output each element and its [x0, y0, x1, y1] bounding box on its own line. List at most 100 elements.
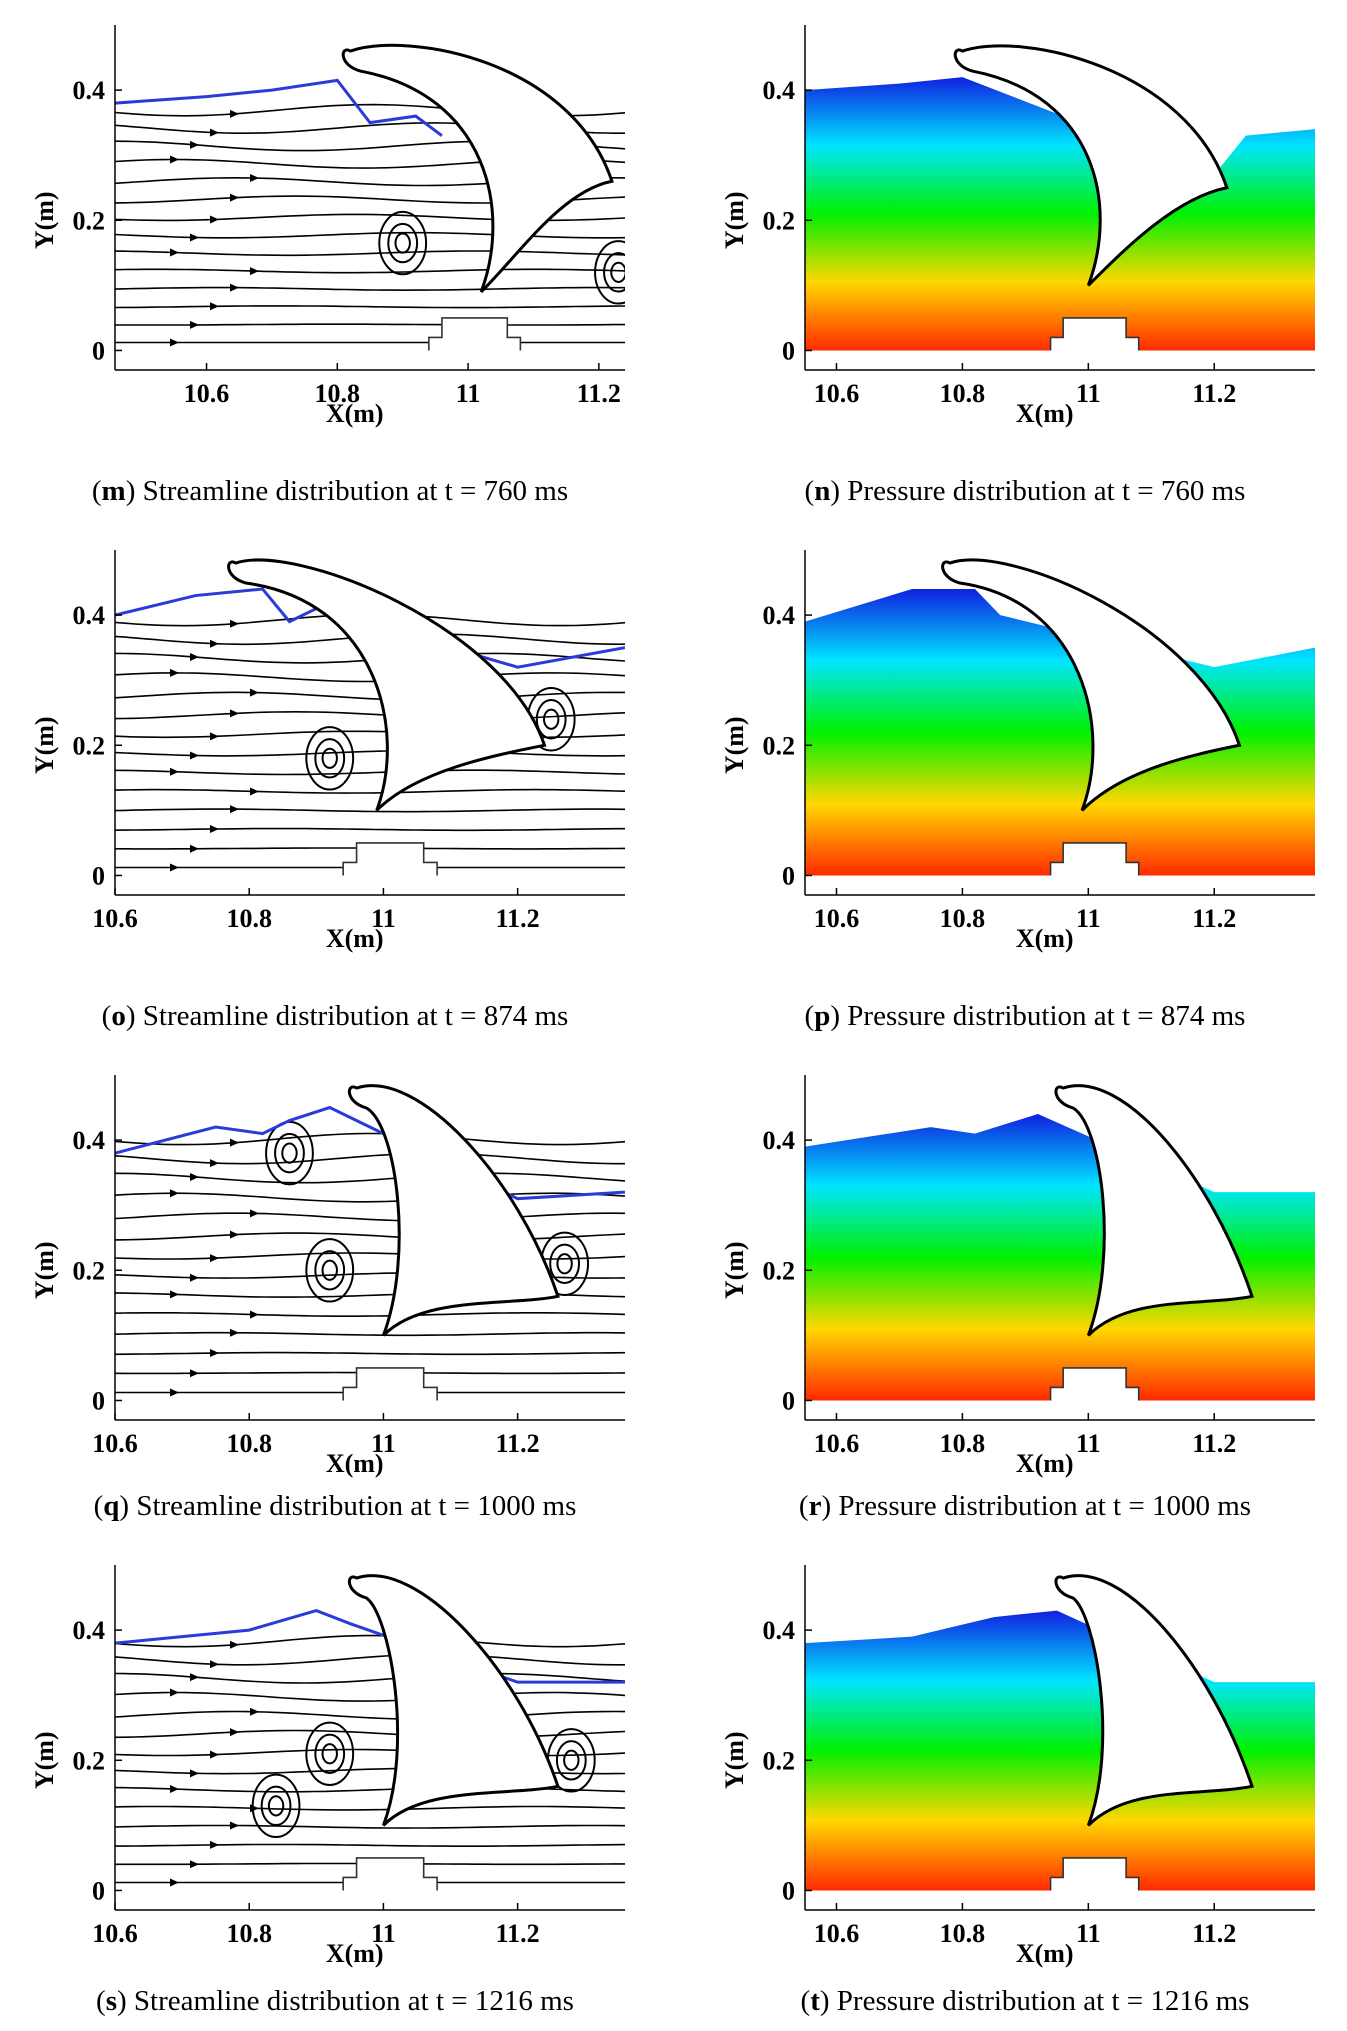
- seabed-structure: [1049, 842, 1140, 876]
- streamline: [115, 1805, 625, 1811]
- streamline-arrow: [190, 1369, 199, 1378]
- y-tick-label: 0.2: [763, 206, 796, 235]
- streamline-arrow: [170, 1290, 179, 1299]
- streamline-arrow: [190, 140, 199, 149]
- streamline-arrow: [190, 1860, 199, 1869]
- streamline: [115, 1212, 625, 1222]
- x-tick-label: 11: [371, 1429, 396, 1458]
- streamline-arrow: [250, 1209, 259, 1218]
- y-axis-label: Y(m): [30, 191, 59, 249]
- streamline-arrow: [190, 1673, 199, 1682]
- vortex: [535, 699, 567, 740]
- y-tick-label: 0.4: [763, 1616, 796, 1645]
- streamline: [115, 1172, 625, 1184]
- x-axis-label: X(m): [326, 1449, 384, 1478]
- x-tick-label: 11: [1076, 379, 1101, 408]
- streamline-arrow: [230, 805, 239, 814]
- panel-m: 10.6 10.8 11 11.2 0 0.2 0.4 X(m) Y(m): [30, 20, 630, 428]
- x-tick-label: 11: [371, 904, 396, 933]
- streamline-arrow: [230, 709, 239, 718]
- seabed-structure: [342, 1367, 438, 1401]
- turbine-blade: [1054, 1574, 1254, 1827]
- vortex: [610, 261, 625, 283]
- streamline: [115, 1192, 625, 1203]
- streamline-arrow: [230, 1328, 239, 1337]
- pressure-field: [805, 77, 1315, 351]
- x-tick-label: 10.6: [814, 1919, 860, 1948]
- x-tick-label: 10.6: [814, 1429, 860, 1458]
- streamline: [115, 788, 625, 794]
- x-axis-label: X(m): [1016, 1449, 1074, 1478]
- y-axis-label: Y(m): [720, 191, 749, 249]
- streamline-arrow: [170, 1878, 179, 1887]
- streamline-arrow: [190, 751, 199, 760]
- caption-s: (s) Streamline distribution at t = 1216 …: [96, 1985, 574, 2017]
- y-axis-label: Y(m): [30, 1731, 59, 1789]
- streamline-arrow: [210, 824, 219, 833]
- streamline-arrow: [190, 1769, 199, 1778]
- x-tick-label: 10.6: [92, 1429, 138, 1458]
- x-tick-label: 11: [1076, 1919, 1101, 1948]
- streamline: [115, 1331, 625, 1337]
- streamline: [115, 749, 625, 757]
- plot-p: 10.6 10.8 11 11.2 0 0.2 0.4 X(m) Y(m): [720, 550, 1315, 953]
- x-tick-label: 10.8: [226, 904, 272, 933]
- vortex: [314, 1250, 346, 1291]
- x-tick-label: 11.2: [1192, 904, 1236, 933]
- x-tick-label: 10.8: [226, 1919, 272, 1948]
- vortex: [265, 1120, 314, 1186]
- streamline-arrow: [210, 1840, 219, 1849]
- streamline-arrow: [190, 233, 199, 242]
- free-surface: [115, 1608, 625, 1684]
- caption-m: (m) Streamline distribution at t = 760 m…: [91, 475, 569, 507]
- streamline-arrow: [230, 1640, 239, 1649]
- streamline-arrow: [170, 1189, 179, 1198]
- streamline-arrow: [230, 1138, 239, 1147]
- streamline-arrow: [230, 619, 239, 628]
- streamline: [115, 1824, 625, 1829]
- caption-letter: n: [814, 475, 831, 507]
- plot-t: 10.6 10.8 11 11.2 0 0.2 0.4 X(m) Y(m): [720, 1565, 1315, 1968]
- x-tick-label: 11.2: [1192, 1429, 1236, 1458]
- vortex: [556, 1253, 573, 1275]
- y-tick-label: 0.2: [763, 1746, 796, 1775]
- x-tick-label: 11.2: [1192, 1919, 1236, 1948]
- y-tick-label: 0.2: [73, 206, 106, 235]
- caption-text: Streamline distribution at t = 874 ms: [142, 1000, 569, 1032]
- streamline-arrow: [190, 844, 199, 853]
- x-axis-label: X(m): [1016, 1939, 1074, 1968]
- free-surface: [115, 587, 625, 669]
- vortex: [267, 1795, 285, 1817]
- x-tick-label: 10.6: [184, 379, 230, 408]
- caption-text: Streamline distribution at t = 1216 ms: [133, 1985, 574, 2017]
- streamline: [115, 1351, 625, 1356]
- y-tick-label: 0.4: [73, 601, 106, 630]
- vortex: [555, 1740, 587, 1781]
- x-tick-label: 10.6: [92, 1919, 138, 1948]
- streamline: [115, 1252, 625, 1260]
- streamline-arrow: [190, 320, 199, 329]
- x-tick-label: 10.8: [226, 1429, 272, 1458]
- panel-t: 10.6 10.8 11 11.2 0 0.2 0.4 X(m) Y(m): [720, 1560, 1330, 1968]
- x-axis-label: X(m): [326, 1939, 384, 1968]
- caption-text: Pressure distribution at t = 874 ms: [847, 1000, 1246, 1032]
- turbine-blade: [1054, 1084, 1254, 1337]
- x-tick-label: 11.2: [496, 1919, 540, 1948]
- streamline-arrow: [250, 1310, 259, 1319]
- caption-text: Streamline distribution at t = 1000 ms: [136, 1490, 577, 1522]
- seabed-structure: [1049, 317, 1140, 351]
- streamline-arrow: [210, 128, 219, 137]
- panel-q: 10.6 10.8 11 11.2 0 0.2 0.4 X(m) Y(m): [30, 1070, 640, 1478]
- turbine-blade: [341, 43, 614, 293]
- vortex: [594, 240, 625, 305]
- y-axis-label: Y(m): [720, 1731, 749, 1789]
- free-surface: [115, 1105, 625, 1201]
- y-tick-label: 0.4: [73, 1616, 106, 1645]
- vortex: [305, 726, 355, 791]
- caption-letter: o: [111, 1000, 126, 1032]
- y-tick-label: 0: [782, 861, 795, 890]
- streamline-arrow: [210, 1349, 219, 1358]
- vortex: [321, 747, 338, 769]
- y-axis-label: Y(m): [30, 1241, 59, 1299]
- caption-o: (o) Streamline distribution at t = 874 m…: [101, 1000, 569, 1032]
